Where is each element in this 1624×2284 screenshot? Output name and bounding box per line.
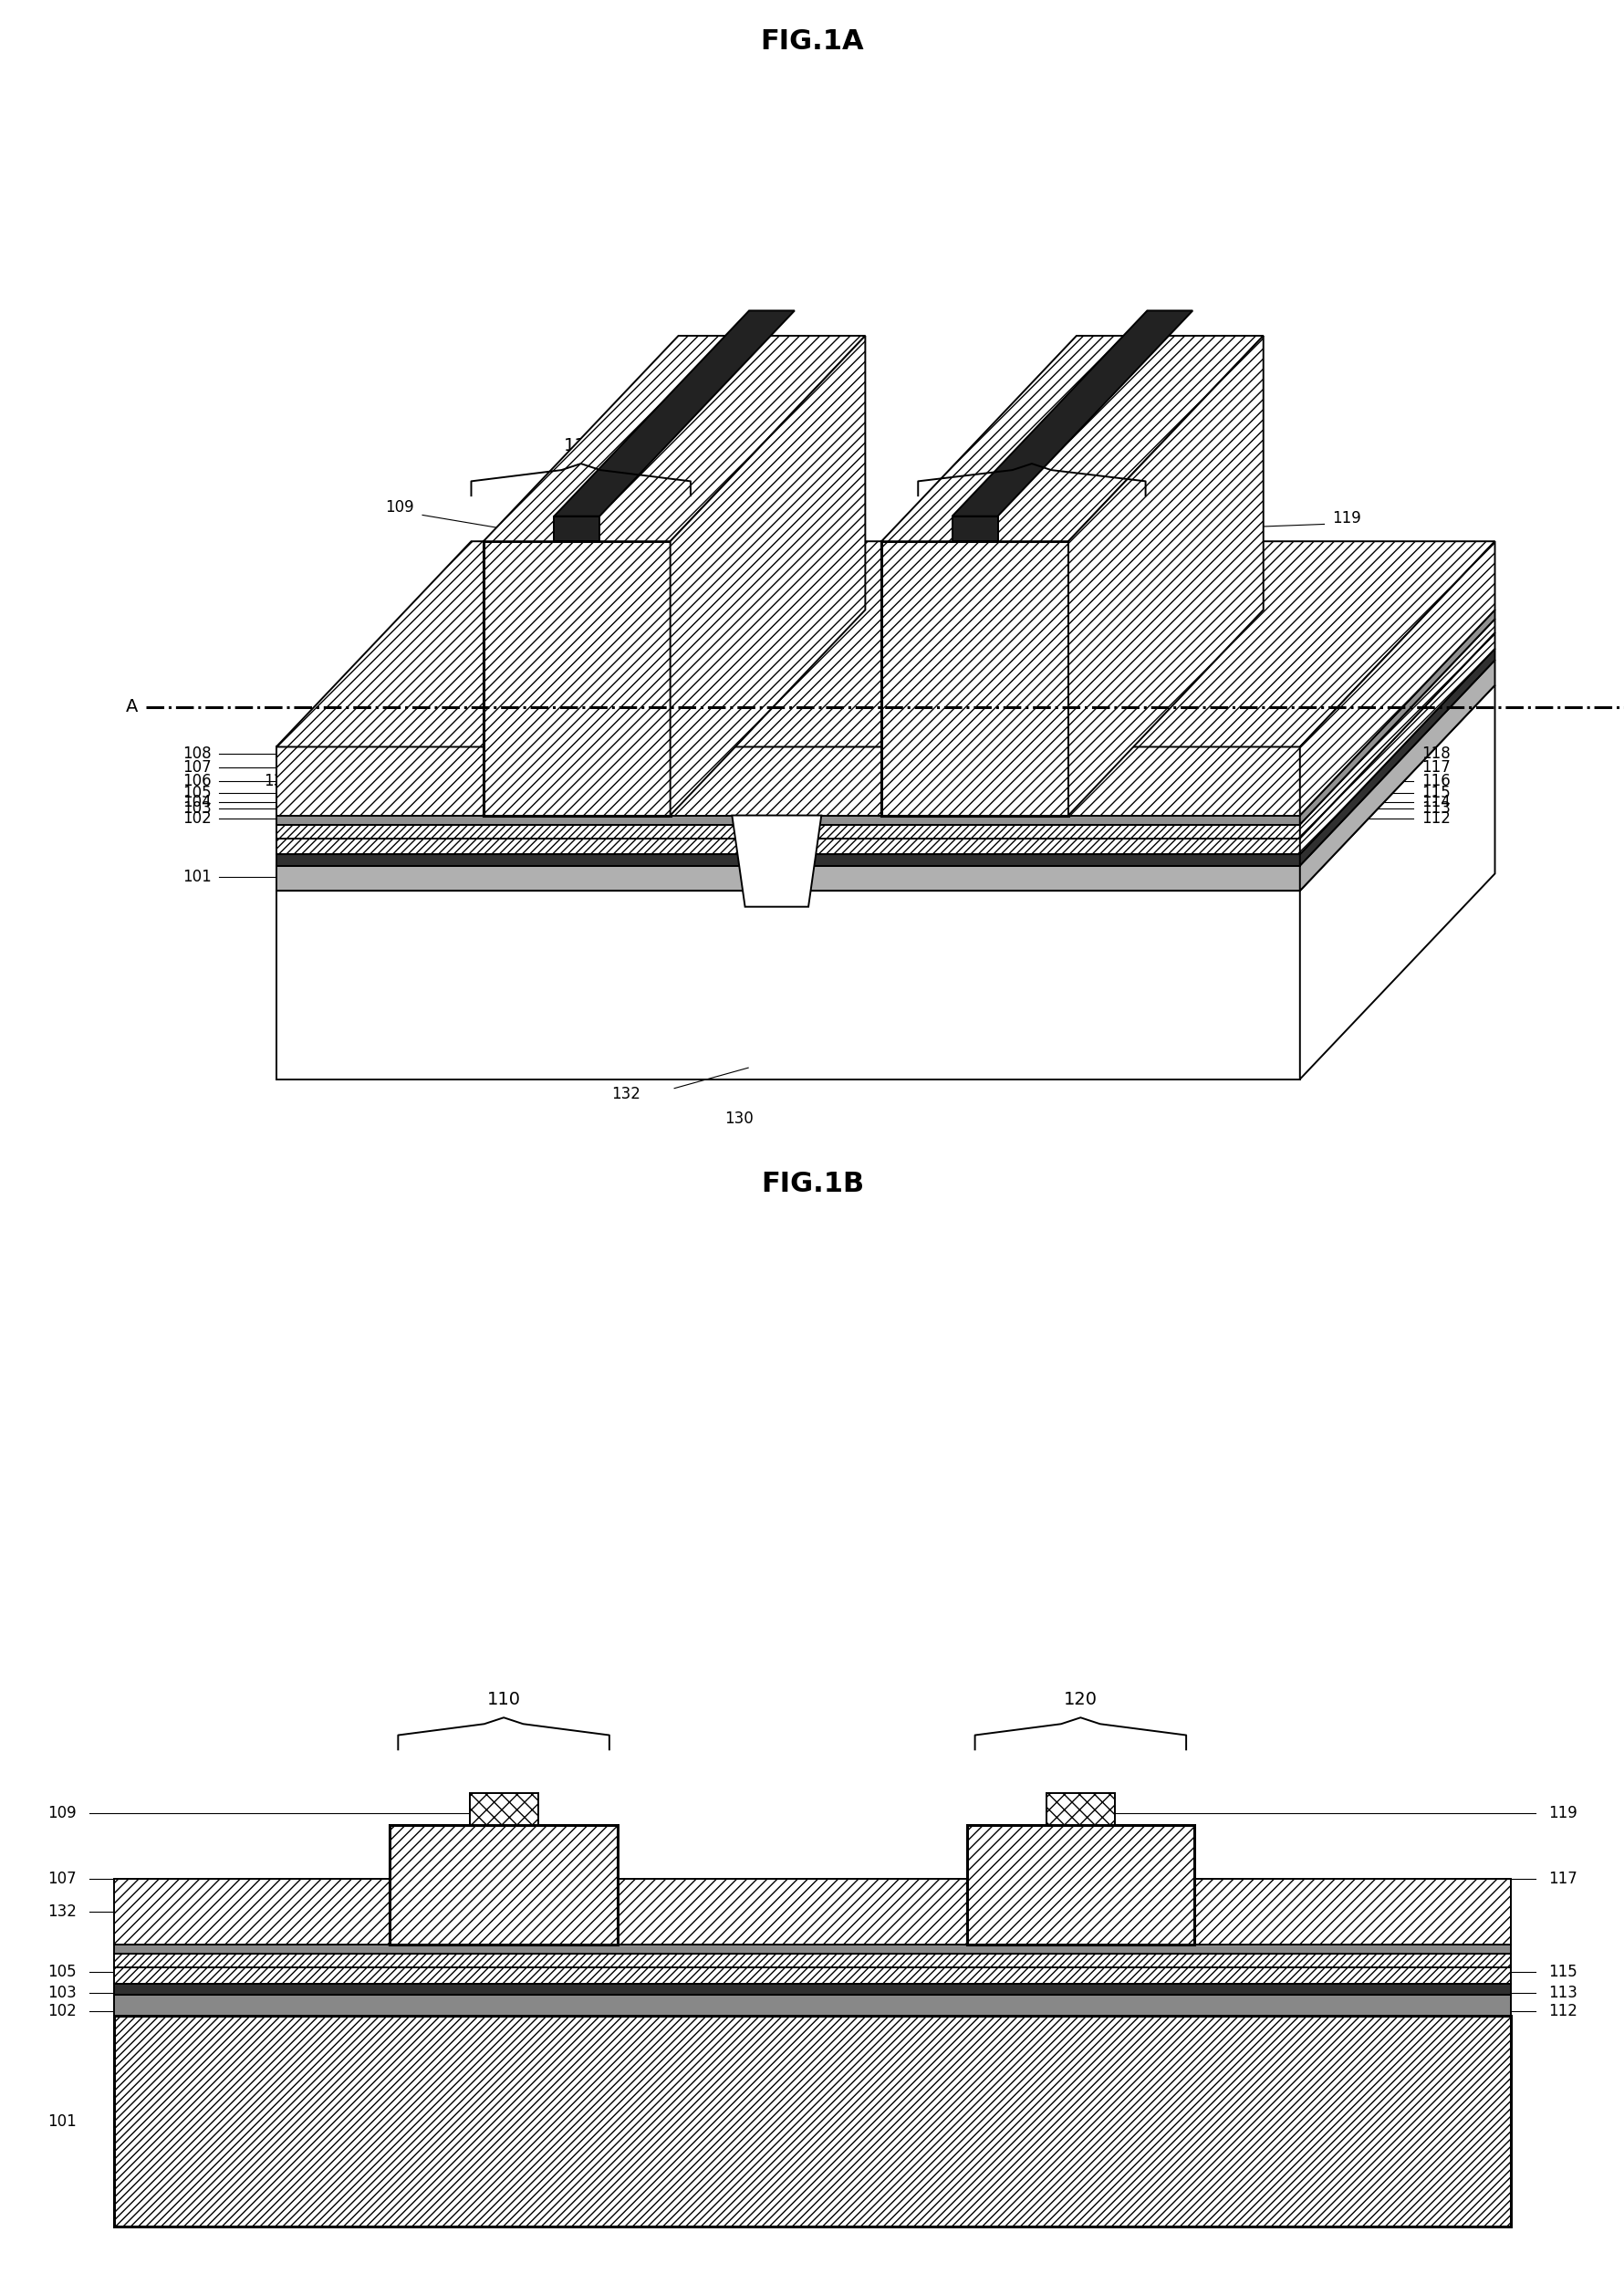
Polygon shape: [276, 649, 1494, 854]
Polygon shape: [1299, 619, 1494, 838]
Text: 112: 112: [1421, 811, 1450, 827]
Text: FIG.1B: FIG.1B: [760, 1172, 864, 1197]
Text: 119: 119: [1332, 509, 1361, 528]
Text: 103: 103: [182, 799, 211, 818]
Polygon shape: [952, 311, 1192, 516]
Polygon shape: [1046, 1793, 1114, 1825]
Polygon shape: [554, 516, 599, 541]
Text: 115: 115: [1421, 783, 1450, 802]
Text: A: A: [125, 699, 138, 715]
Polygon shape: [952, 516, 997, 541]
Polygon shape: [276, 825, 1299, 838]
Polygon shape: [114, 1967, 1510, 1983]
Polygon shape: [880, 541, 1067, 815]
Text: 101: 101: [182, 868, 211, 886]
Polygon shape: [390, 1825, 617, 1944]
Polygon shape: [966, 1825, 1194, 1944]
Text: 102: 102: [47, 2003, 76, 2019]
Text: 105: 105: [47, 1964, 76, 1980]
Polygon shape: [276, 633, 1494, 838]
Text: 109: 109: [47, 1804, 76, 1823]
Polygon shape: [276, 610, 1494, 815]
Text: 118: 118: [1421, 745, 1450, 763]
Polygon shape: [469, 1793, 538, 1825]
Polygon shape: [1299, 660, 1494, 891]
Text: 101: 101: [47, 2113, 76, 2129]
Polygon shape: [276, 891, 1299, 1080]
Text: 110: 110: [564, 436, 598, 455]
Polygon shape: [731, 815, 820, 907]
Text: 104: 104: [182, 793, 211, 811]
Text: 110: 110: [487, 1690, 520, 1708]
Polygon shape: [1299, 649, 1494, 866]
Text: 103: 103: [47, 1985, 76, 2001]
Polygon shape: [276, 685, 1494, 891]
Text: 117: 117: [1421, 758, 1450, 777]
Text: 132: 132: [611, 1085, 640, 1103]
Polygon shape: [1299, 541, 1494, 815]
Polygon shape: [114, 1877, 1510, 1944]
Polygon shape: [276, 619, 1494, 825]
Polygon shape: [1299, 610, 1494, 825]
Polygon shape: [276, 854, 1299, 866]
Text: 131: 131: [263, 772, 292, 790]
Polygon shape: [276, 660, 1494, 866]
Text: 117: 117: [1548, 1871, 1577, 1887]
Polygon shape: [114, 1983, 1510, 1996]
Text: 102: 102: [182, 811, 211, 827]
Text: 113: 113: [1421, 799, 1450, 818]
Polygon shape: [276, 838, 1299, 854]
Text: 113: 113: [1548, 1985, 1577, 2001]
Text: 120: 120: [1064, 1690, 1096, 1708]
Polygon shape: [114, 1944, 1510, 1953]
Text: 112: 112: [1548, 2003, 1577, 2019]
Text: 107: 107: [47, 1871, 76, 1887]
Text: 130: 130: [724, 1110, 754, 1128]
Text: 107: 107: [182, 758, 211, 777]
Polygon shape: [276, 747, 1299, 815]
Text: 105: 105: [182, 783, 211, 802]
Text: 132: 132: [47, 1903, 76, 1921]
Polygon shape: [276, 866, 1299, 891]
Text: 115: 115: [1548, 1964, 1577, 1980]
Text: 108: 108: [182, 745, 211, 763]
Polygon shape: [669, 336, 864, 815]
Polygon shape: [276, 815, 1299, 825]
Polygon shape: [276, 541, 1494, 747]
Polygon shape: [1299, 633, 1494, 854]
Text: 116: 116: [1421, 772, 1450, 790]
Polygon shape: [114, 1953, 1510, 1967]
Polygon shape: [554, 311, 794, 516]
Polygon shape: [880, 336, 1262, 541]
Text: 119: 119: [1548, 1804, 1577, 1823]
Text: 114: 114: [1421, 793, 1450, 811]
Text: 109: 109: [385, 498, 414, 516]
Text: 120: 120: [1015, 436, 1047, 455]
Polygon shape: [1299, 685, 1494, 1080]
Polygon shape: [114, 1996, 1510, 2017]
Polygon shape: [1067, 336, 1262, 815]
Text: 106: 106: [182, 772, 211, 790]
Polygon shape: [482, 541, 669, 815]
Polygon shape: [482, 336, 864, 541]
Polygon shape: [114, 2017, 1510, 2227]
Text: 132: 132: [320, 694, 349, 713]
Text: FIG.1A: FIG.1A: [760, 30, 864, 55]
